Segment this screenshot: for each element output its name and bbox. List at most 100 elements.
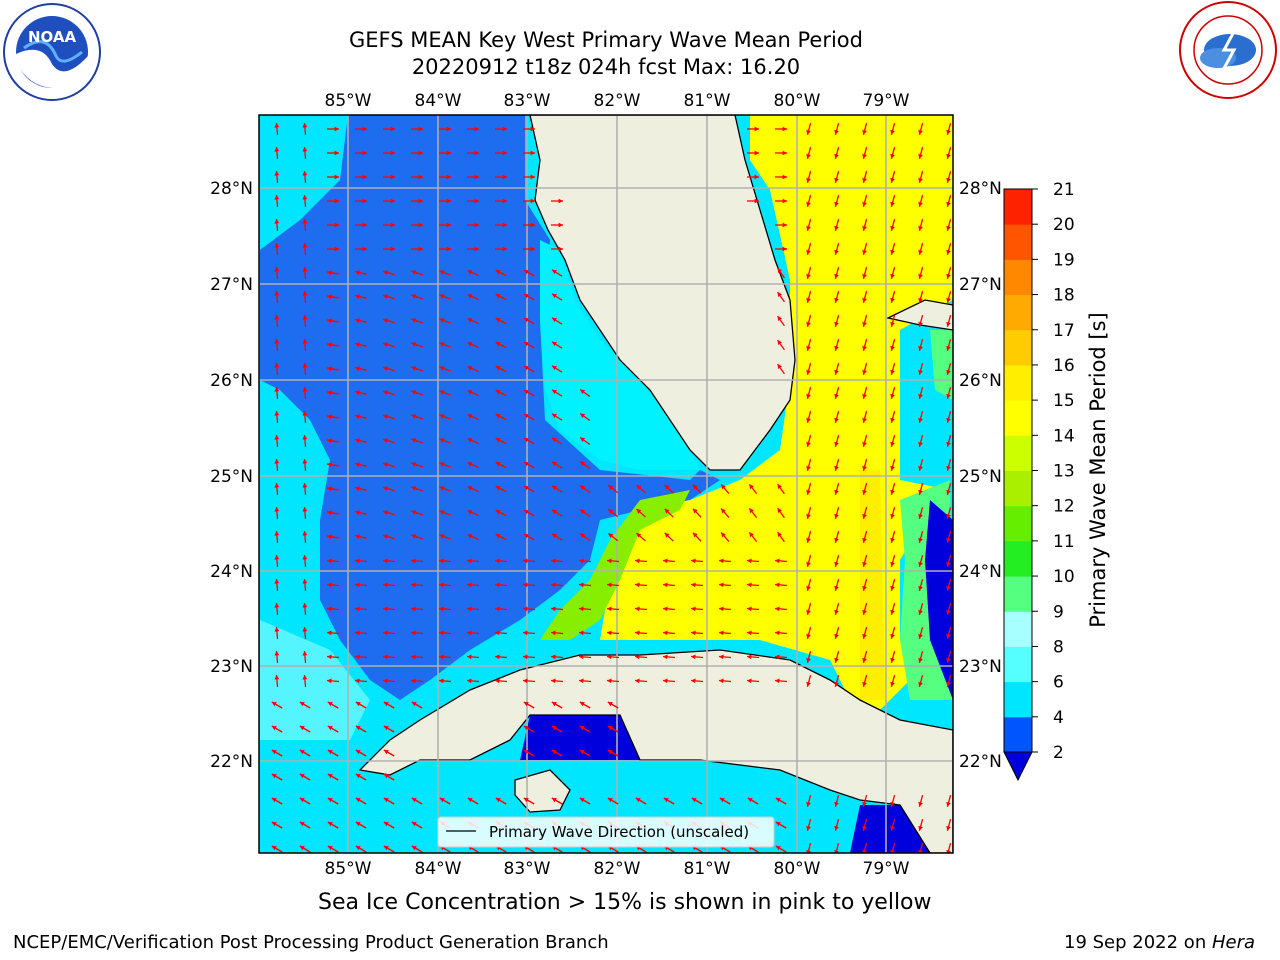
- wave-arrow-head: [439, 798, 445, 803]
- wave-arrow-head: [495, 630, 500, 636]
- wave-arrow-head: [580, 389, 586, 395]
- wave-arrow-head: [523, 342, 529, 347]
- wave-arrow-head: [411, 534, 417, 539]
- wave-arrow-head: [551, 509, 557, 515]
- colorbar-tick-label: 6: [1053, 673, 1064, 693]
- wave-arrow-head: [777, 340, 783, 346]
- wave-arrow-head: [271, 750, 277, 755]
- wave-arrow-head: [862, 177, 867, 183]
- wave-arrow-head: [719, 582, 724, 588]
- wave-arrow-head: [334, 198, 339, 204]
- wave-arrow-head: [274, 579, 280, 584]
- wave-arrow-head: [390, 198, 395, 204]
- wave-arrow-head: [946, 393, 951, 399]
- wave-arrow-head: [383, 438, 389, 443]
- wave-arrow-head: [274, 339, 280, 344]
- wave-arrow-head: [327, 774, 333, 779]
- wave-arrow-head: [302, 291, 308, 296]
- wave-arrow-head: [719, 654, 724, 660]
- wave-arrow-head: [635, 798, 641, 803]
- lat-label-left: 26°N: [210, 371, 253, 391]
- wave-arrow-head: [355, 678, 360, 684]
- wave-arrow-head: [274, 171, 280, 176]
- wave-arrow-head: [302, 339, 308, 344]
- colorbar-segment: [1004, 364, 1032, 401]
- wave-arrow-head: [664, 532, 670, 538]
- wave-arrow-head: [747, 630, 752, 636]
- wave-arrow-head: [523, 486, 529, 491]
- wave-arrow-head: [383, 822, 389, 827]
- wave-arrow-head: [355, 798, 361, 803]
- wave-arrow-head: [777, 268, 783, 274]
- wave-arrow-head: [946, 585, 951, 591]
- wave-arrow-head: [355, 630, 360, 636]
- wave-arrow-head: [918, 537, 923, 543]
- wave-arrow-head: [467, 462, 473, 467]
- wave-arrow-head: [446, 198, 451, 204]
- wave-arrow-head: [890, 393, 895, 399]
- wave-arrow-head: [355, 366, 360, 371]
- wave-arrow-head: [834, 201, 839, 207]
- wave-arrow-head: [551, 413, 557, 419]
- wave-arrow-head: [918, 561, 923, 567]
- wave-arrow-head: [274, 531, 280, 536]
- wave-arrow-head: [271, 798, 277, 803]
- wave-arrow-head: [418, 246, 423, 252]
- wave-arrow-head: [383, 510, 389, 515]
- wave-arrow-head: [383, 486, 389, 491]
- wave-arrow-head: [299, 822, 305, 827]
- wave-arrow-head: [411, 318, 417, 323]
- wave-arrow-head: [862, 825, 867, 831]
- bahamas-dark-blue-region: [925, 500, 953, 700]
- colorbar-tick-label: 21: [1053, 180, 1075, 200]
- wave-arrow-head: [946, 129, 951, 135]
- wave-arrow-head: [580, 437, 586, 443]
- wave-arrow-head: [918, 369, 923, 375]
- wave-arrow-head: [691, 798, 697, 803]
- wave-arrow-head: [782, 126, 787, 132]
- wave-arrow-head: [862, 153, 867, 159]
- map-frame: [258, 114, 954, 854]
- wave-arrow-head: [390, 150, 395, 156]
- wave-arrow-head: [551, 365, 557, 371]
- longitude-labels-top: 85°W 84°W 83°W 82°W 81°W 80°W 79°W: [325, 91, 910, 111]
- gulf-low-period-region: [260, 115, 720, 700]
- wave-arrow-head: [299, 702, 305, 707]
- wave-arrow-head: [946, 609, 951, 615]
- wave-arrow-head: [775, 582, 780, 588]
- wave-arrow-head: [551, 558, 556, 564]
- wave-arrow-head: [918, 657, 923, 663]
- wave-arrow-head: [782, 174, 787, 180]
- lon-label-top: 79°W: [863, 91, 910, 111]
- wave-arrow-head: [302, 363, 308, 368]
- wave-arrow-head: [418, 198, 423, 204]
- wave-arrow-head: [274, 675, 280, 680]
- wave-arrow-head: [806, 441, 811, 447]
- wave-arrow-head: [691, 582, 696, 588]
- wave-arrow-head: [834, 129, 839, 135]
- wave-arrow-head: [334, 222, 339, 228]
- colorbar-under-extension: [1003, 751, 1033, 782]
- wave-arrow-head: [274, 411, 280, 416]
- transition-green-band: [540, 490, 690, 640]
- wave-arrow-head: [523, 510, 529, 515]
- wave-arrow-head: [946, 321, 951, 327]
- wave-arrow-head: [834, 225, 839, 231]
- wave-arrow-head: [355, 774, 361, 779]
- wave-arrow-head: [754, 126, 759, 132]
- wave-arrow-head: [551, 582, 556, 588]
- sea-ice-footnote: Sea Ice Concentration > 15% is shown in …: [318, 890, 932, 915]
- wave-arrow-head: [862, 321, 867, 327]
- wave-arrow-head: [579, 558, 584, 564]
- wave-arrow-head: [355, 558, 360, 564]
- wave-arrow-head: [862, 297, 867, 303]
- wave-arrow-head: [467, 366, 473, 371]
- wave-arrow-head: [890, 681, 895, 687]
- wave-arrow-head: [862, 393, 867, 399]
- lat-label-left: 25°N: [210, 467, 253, 487]
- wave-arrow-head: [607, 750, 613, 755]
- atlantic-peak-region: [860, 470, 885, 700]
- longitude-labels-bottom: 85°W 84°W 83°W 82°W 81°W 80°W 79°W: [325, 859, 910, 879]
- wave-arrow-head: [918, 225, 923, 231]
- wave-arrow-head: [411, 414, 417, 419]
